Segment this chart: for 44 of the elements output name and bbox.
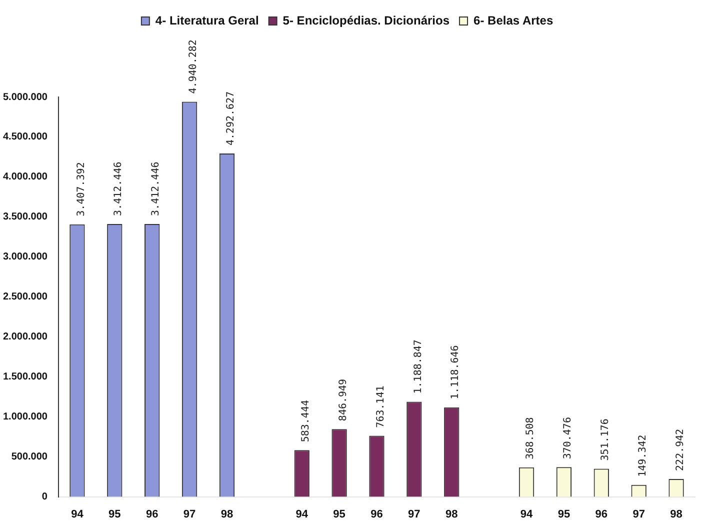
data-label: 3.412.446 — [150, 162, 162, 216]
data-label: 3.407.392 — [76, 162, 87, 216]
y-tick-label: 2.500.000 — [2, 292, 48, 303]
x-tick-label: 98 — [670, 508, 682, 520]
y-tick-label: 500.000 — [11, 452, 48, 463]
data-label: 149.342 — [637, 434, 648, 477]
x-tick-label: 95 — [108, 508, 121, 520]
data-label: 1.188.847 — [412, 340, 424, 394]
x-tick-label: 96 — [370, 508, 383, 520]
y-tick-label: 3.500.000 — [2, 212, 48, 223]
y-tick-label: 3.000.000 — [2, 252, 48, 263]
y-tick-label: 2.000.000 — [2, 332, 48, 343]
data-label: 583.444 — [300, 400, 312, 442]
data-label: 1.118.646 — [450, 345, 462, 400]
x-tick-label: 97 — [183, 508, 196, 520]
data-label: 763.141 — [375, 386, 386, 428]
legend-label: 5- Enciclopédias. Dicionários — [282, 13, 450, 28]
data-label: 368.508 — [525, 417, 536, 460]
x-tick-label: 98 — [446, 508, 458, 520]
data-label: 3.412.446 — [113, 162, 124, 216]
y-tick-label: 1.000.000 — [2, 412, 48, 423]
legend-label: 4- Literatura Geral — [155, 13, 259, 28]
x-tick-label: 94 — [71, 508, 84, 520]
x-tick-label: 97 — [408, 508, 420, 520]
data-label: 370.476 — [562, 417, 574, 460]
x-tick-label: 96 — [146, 508, 158, 520]
x-tick-label: 95 — [558, 508, 570, 520]
y-tick-label: 4.000.000 — [2, 172, 48, 183]
x-tick-label: 96 — [595, 508, 608, 520]
y-tick-label: 0 — [42, 492, 48, 503]
legend-label: 6- Belas Artes — [474, 13, 554, 28]
y-tick-label: 4.500.000 — [2, 132, 48, 143]
y-tick-label: 5.000.000 — [2, 92, 48, 103]
x-tick-label: 95 — [333, 508, 346, 520]
x-tick-label: 94 — [520, 508, 534, 520]
y-tick-label: 1.500.000 — [2, 372, 48, 383]
data-label: 4.940.282 — [188, 40, 200, 94]
x-tick-label: 94 — [296, 508, 309, 520]
data-label: 222.942 — [674, 428, 686, 471]
data-label: 351.176 — [600, 418, 611, 461]
data-label: 4.292.627 — [226, 91, 237, 146]
x-tick-label: 97 — [632, 508, 645, 520]
x-tick-label: 98 — [220, 508, 234, 520]
data-label: 846.949 — [338, 378, 349, 422]
